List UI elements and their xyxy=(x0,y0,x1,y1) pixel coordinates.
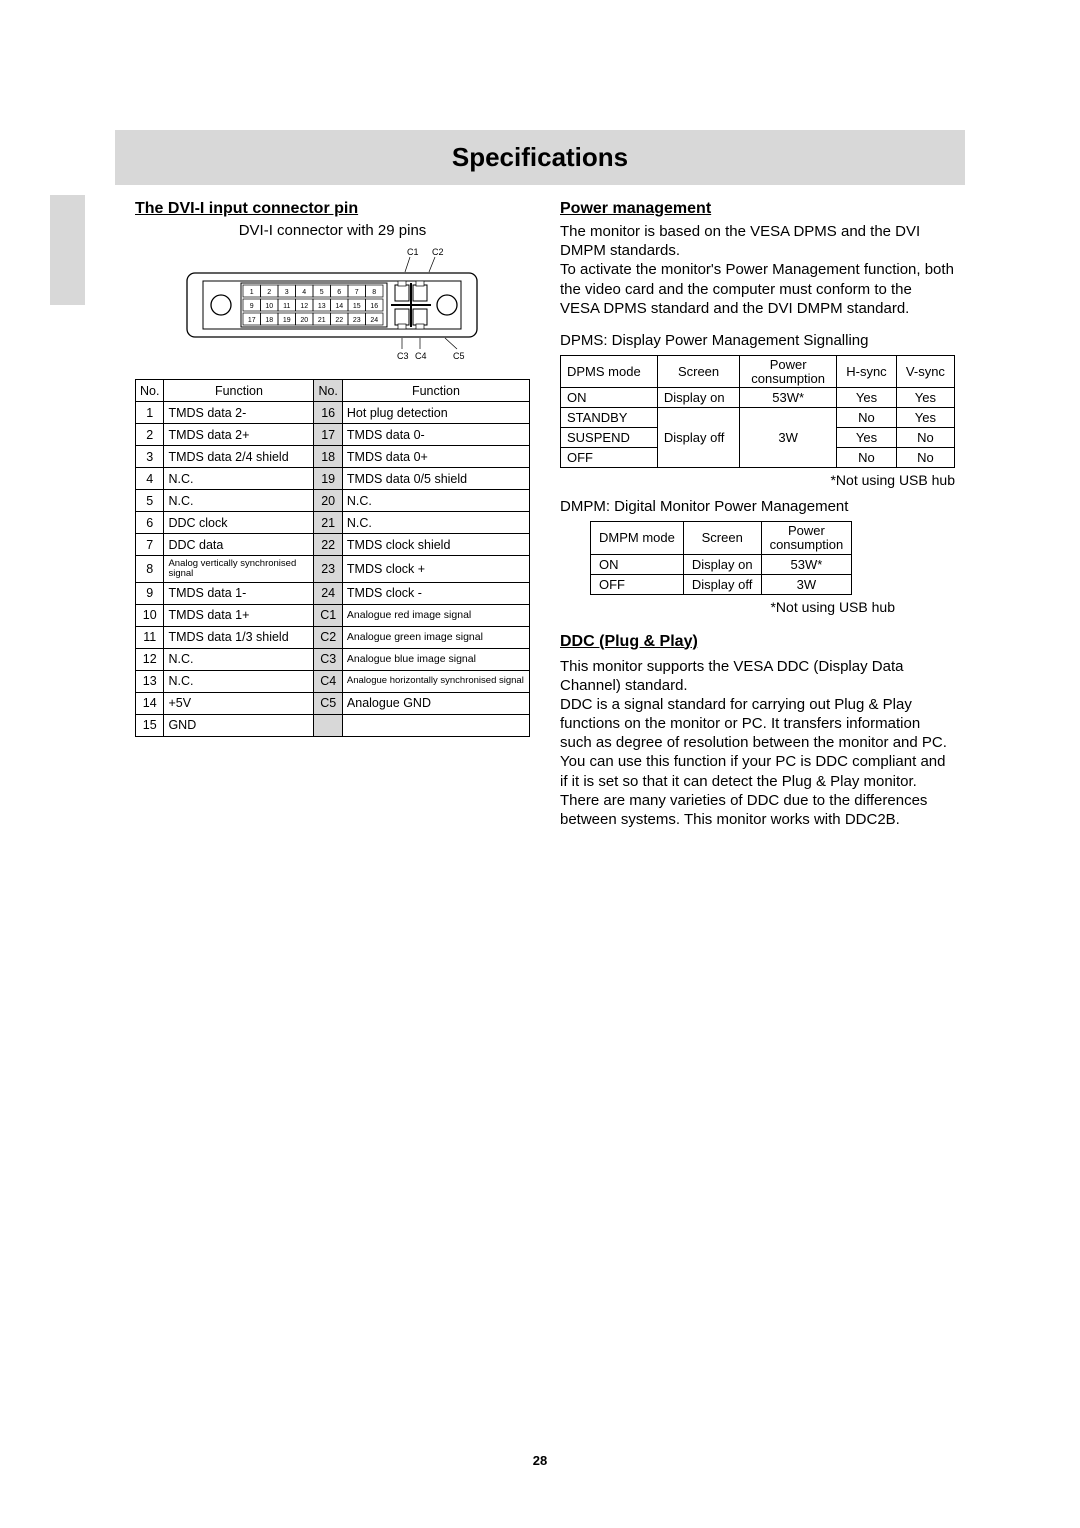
pm-para1: The monitor is based on the VESA DPMS an… xyxy=(560,222,955,318)
svg-text:6: 6 xyxy=(337,289,341,296)
dpms-label: DPMS: Display Power Management Signallin… xyxy=(560,332,955,349)
ddc-heading: DDC (Plug & Play) xyxy=(560,633,955,651)
table-row: 2TMDS data 2+17TMDS data 0- xyxy=(136,424,530,446)
svg-text:17: 17 xyxy=(248,317,256,324)
side-tab xyxy=(50,195,85,305)
dpms-power-hdr: Powerconsumption xyxy=(751,357,825,386)
table-row: 14+5VC5Analogue GND xyxy=(136,692,530,714)
table-row: 12N.C.C3Analogue blue image signal xyxy=(136,648,530,670)
dmpm-power-hdr: Powerconsumption xyxy=(770,523,844,552)
dmpm-label: DMPM: Digital Monitor Power Management xyxy=(560,498,955,515)
svg-text:20: 20 xyxy=(300,317,308,324)
table-row: 6DDC clock21N.C. xyxy=(136,512,530,534)
svg-text:7: 7 xyxy=(355,289,359,296)
pin-table: No. Function No. Function 1TMDS data 2-1… xyxy=(135,379,530,737)
pm-heading: Power management xyxy=(560,200,955,218)
table-row: 1TMDS data 2-16Hot plug detection xyxy=(136,402,530,424)
svg-text:13: 13 xyxy=(318,303,326,310)
page-number: 28 xyxy=(0,1453,1080,1468)
dpms-note: *Not using USB hub xyxy=(560,472,955,488)
dvi-caption: DVI-I connector with 29 pins xyxy=(135,222,530,239)
svg-text:14: 14 xyxy=(335,303,343,310)
column-right: Power management The monitor is based on… xyxy=(560,200,955,843)
svg-text:12: 12 xyxy=(300,303,308,310)
dmpm-table: DMPM mode Screen Powerconsumption ON Dis… xyxy=(590,521,852,594)
table-row: 15GND xyxy=(136,714,530,736)
connector-diagram: C1 C2 1 2 3 4 5 6 7 xyxy=(185,245,480,365)
svg-text:2: 2 xyxy=(267,289,271,296)
table-row: 11TMDS data 1/3 shieldC2Analogue green i… xyxy=(136,626,530,648)
svg-text:18: 18 xyxy=(265,317,273,324)
table-row: 5N.C.20N.C. xyxy=(136,490,530,512)
column-left: The DVI-I input connector pin DVI-I conn… xyxy=(135,200,530,843)
table-row: 10TMDS data 1+C1Analogue red image signa… xyxy=(136,604,530,626)
dvi-heading: The DVI-I input connector pin xyxy=(135,200,530,218)
svg-text:11: 11 xyxy=(283,303,290,310)
svg-text:10: 10 xyxy=(265,303,273,310)
table-row: 4N.C.19TMDS data 0/5 shield xyxy=(136,468,530,490)
svg-text:C3: C3 xyxy=(397,351,409,361)
svg-text:24: 24 xyxy=(370,317,378,324)
title-bar: Specifications xyxy=(115,130,965,185)
svg-text:16: 16 xyxy=(370,303,378,310)
svg-text:19: 19 xyxy=(283,317,291,324)
svg-text:9: 9 xyxy=(250,303,254,310)
table-row: 3TMDS data 2/4 shield18TMDS data 0+ xyxy=(136,446,530,468)
table-row: 13N.C.C4Analogue horizontally synchronis… xyxy=(136,670,530,692)
dpms-table: DPMS mode Screen Powerconsumption H-sync… xyxy=(560,355,955,468)
svg-text:C1: C1 xyxy=(407,247,419,257)
page-title: Specifications xyxy=(452,142,628,173)
pin-th-fn2: Function xyxy=(342,380,529,402)
table-row: 7DDC data22TMDS clock shield xyxy=(136,534,530,556)
content-area: The DVI-I input connector pin DVI-I conn… xyxy=(135,200,955,843)
svg-text:21: 21 xyxy=(318,317,326,324)
pin-th-fn1: Function xyxy=(164,380,314,402)
svg-text:1: 1 xyxy=(250,289,254,296)
pin-th-no2: No. xyxy=(314,380,342,402)
pin-th-no1: No. xyxy=(136,380,164,402)
table-row: 9TMDS data 1-24TMDS clock - xyxy=(136,582,530,604)
table-row: 8Analog vertically synchronised signal23… xyxy=(136,556,530,583)
svg-text:5: 5 xyxy=(320,289,324,296)
svg-text:C5: C5 xyxy=(453,351,465,361)
svg-text:23: 23 xyxy=(353,317,361,324)
svg-text:22: 22 xyxy=(335,317,343,324)
svg-text:15: 15 xyxy=(353,303,361,310)
svg-text:3: 3 xyxy=(285,289,289,296)
ddc-para: This monitor supports the VESA DDC (Disp… xyxy=(560,657,955,830)
svg-text:C2: C2 xyxy=(432,247,444,257)
dmpm-note: *Not using USB hub xyxy=(560,599,955,615)
svg-text:C4: C4 xyxy=(415,351,427,361)
svg-text:4: 4 xyxy=(302,289,306,296)
svg-text:8: 8 xyxy=(372,289,376,296)
